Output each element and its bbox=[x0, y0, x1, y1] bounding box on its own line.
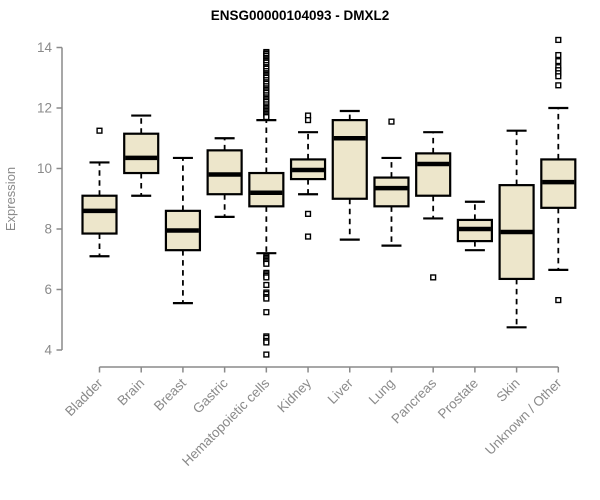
outlier-point bbox=[430, 274, 437, 281]
iqr-box bbox=[331, 118, 368, 200]
x-tick-label: Gastric bbox=[190, 375, 231, 416]
y-tick-label: 6 bbox=[44, 282, 52, 297]
x-tick-label: Kidney bbox=[274, 375, 314, 415]
boxplot-kidney bbox=[289, 112, 327, 240]
outlier-point bbox=[263, 339, 270, 346]
iqr-box bbox=[206, 149, 243, 196]
outlier-point bbox=[304, 233, 312, 240]
boxplot-breast bbox=[164, 156, 202, 305]
boxplot-prostate bbox=[456, 200, 493, 252]
outlier-point bbox=[263, 274, 270, 281]
iqr-box bbox=[81, 194, 118, 235]
outlier-point bbox=[304, 116, 312, 124]
boxplot-brain bbox=[123, 114, 160, 197]
boxplot-skin bbox=[498, 129, 535, 329]
x-tick-label: Brain bbox=[114, 376, 147, 409]
outlier-point bbox=[263, 351, 270, 358]
x-tick-label: Liver bbox=[325, 375, 357, 407]
x-tick-label: Pancreas bbox=[388, 375, 439, 426]
iqr-box bbox=[123, 132, 160, 175]
outlier-point bbox=[263, 295, 270, 302]
x-tick-label: Bladder bbox=[62, 375, 106, 419]
boxplot-hematopoietic-cells bbox=[248, 48, 285, 358]
outlier-point bbox=[555, 51, 562, 59]
outlier-point bbox=[263, 281, 270, 289]
chart-title: ENSG00000104093 - DMXL2 bbox=[211, 8, 390, 23]
outlier-point bbox=[388, 118, 395, 125]
outlier-point bbox=[555, 36, 562, 44]
y-tick-label: 14 bbox=[37, 40, 53, 55]
boxplot-bladder bbox=[81, 127, 118, 258]
boxplot-liver bbox=[331, 109, 368, 241]
x-tick-label: Skin bbox=[494, 376, 523, 405]
outlier-point bbox=[263, 309, 270, 316]
outlier-point bbox=[555, 296, 562, 304]
x-tick-label: Prostate bbox=[435, 376, 481, 422]
iqr-box bbox=[415, 152, 452, 197]
iqr-box bbox=[248, 171, 285, 208]
iqr-box bbox=[373, 176, 410, 208]
boxplot-lung bbox=[373, 118, 410, 247]
y-tick-label: 4 bbox=[44, 343, 52, 358]
y-tick-label: 10 bbox=[37, 161, 52, 176]
x-tick-label: Lung bbox=[366, 376, 398, 408]
y-axis-title: Expression bbox=[3, 167, 18, 231]
outlier-point bbox=[304, 210, 312, 217]
boxplot-pancreas bbox=[415, 131, 452, 281]
outlier-point bbox=[263, 113, 270, 121]
boxplot-unknown-other bbox=[540, 36, 577, 304]
x-tick-label: Unknown / Other bbox=[482, 375, 565, 458]
outlier-point bbox=[96, 127, 103, 134]
outlier-point bbox=[555, 82, 562, 89]
boxplot-gastric bbox=[206, 137, 243, 218]
y-tick-label: 8 bbox=[44, 222, 52, 237]
outlier-point bbox=[555, 58, 562, 65]
x-tick-label: Breast bbox=[151, 375, 189, 413]
outlier-point bbox=[263, 260, 270, 267]
outlier-point bbox=[555, 73, 562, 80]
y-tick-label: 12 bbox=[37, 101, 52, 116]
